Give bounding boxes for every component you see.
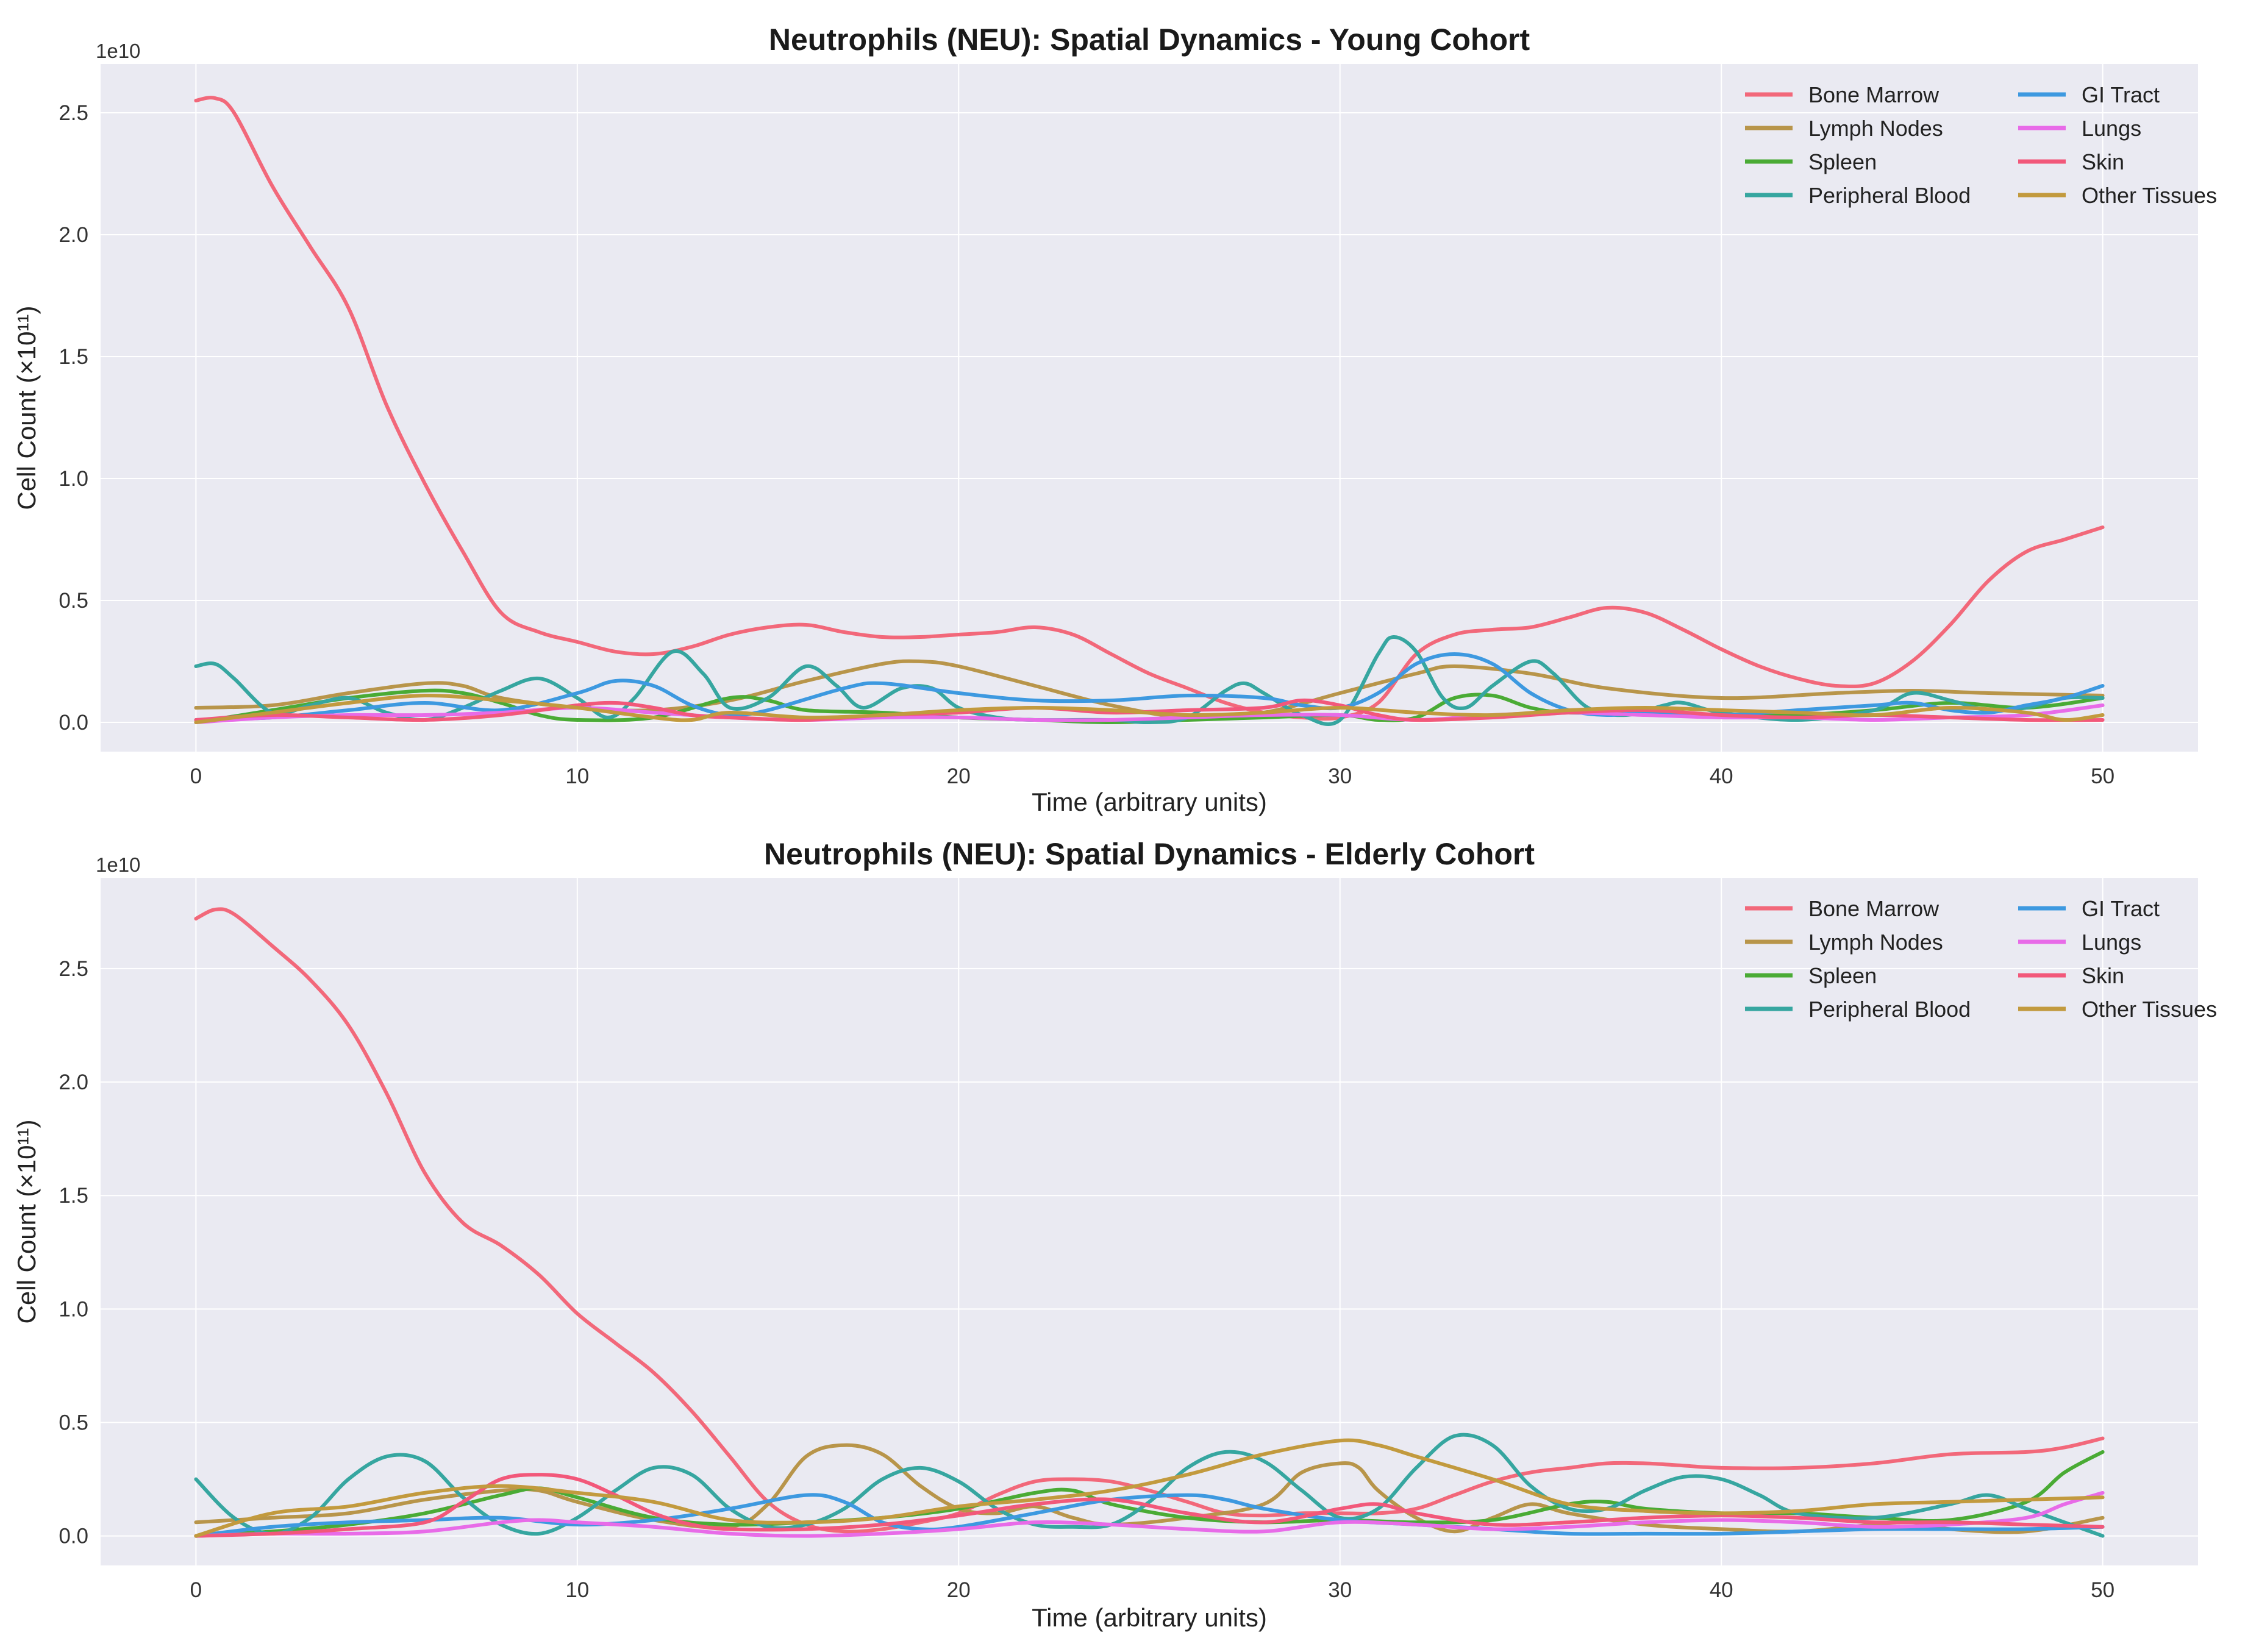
y-tick-label: 1.0 [59, 467, 88, 491]
y-tick-label: 0.0 [59, 1525, 88, 1548]
x-tick-label: 30 [1328, 1578, 1352, 1602]
y-tick-label: 2.5 [59, 957, 88, 981]
legend-label: Bone Marrow [1808, 896, 1940, 921]
legend-label: Bone Marrow [1808, 82, 1940, 107]
legend-label: Other Tissues [2082, 183, 2217, 208]
x-tick-label: 40 [1710, 1578, 1733, 1602]
y-tick-label: 2.0 [59, 223, 88, 247]
y-tick-label: 0.5 [59, 1411, 88, 1434]
elderly-cohort-chart: 0 10 20 30 40 50 0.0 0.5 1.0 1.5 2.0 2.5 1e10 Neutrop… [12, 837, 2217, 1632]
x-tick-label: 50 [2091, 764, 2114, 788]
chart-title: Neutrophils (NEU): Spatial Dynamics - El… [764, 837, 1535, 871]
legend-label: Lungs [2082, 930, 2141, 955]
x-tick-label: 50 [2091, 1578, 2114, 1602]
legend-label: GI Tract [2082, 896, 2160, 921]
x-tick-label: 0 [190, 1578, 202, 1602]
legend-item: Lungs [2018, 116, 2141, 141]
legend-label: Other Tissues [2082, 997, 2217, 1022]
series-group [194, 907, 2105, 1538]
legend-label: Lymph Nodes [1808, 930, 1943, 955]
y-offset-text: 1e10 [96, 40, 140, 62]
legend-item: Skin [2018, 963, 2124, 988]
legend-item: Peripheral Blood [1745, 183, 1971, 208]
x-tick-label: 0 [190, 764, 202, 788]
legend-item: Lymph Nodes [1745, 930, 1943, 955]
y-tick-label: 0.5 [59, 589, 88, 613]
grid [101, 878, 2198, 1565]
legend-item: Spleen [1745, 149, 1877, 174]
y-tick-label: 1.5 [59, 1184, 88, 1208]
series-line-gi-tract [194, 652, 2105, 722]
legend-label: Skin [2082, 963, 2124, 988]
y-axis-label: Cell Count (×10¹¹) [12, 306, 41, 510]
legend-label: Spleen [1808, 963, 1877, 988]
legend-item: Lungs [2018, 930, 2141, 955]
legend-label: Lymph Nodes [1808, 116, 1943, 141]
y-axis-label: Cell Count (×10¹¹) [12, 1120, 41, 1324]
series-line-lymph-nodes [194, 1443, 2105, 1534]
legend-item: Other Tissues [2018, 183, 2217, 208]
y-tick-label: 0.0 [59, 711, 88, 735]
series-line-bone-marrow [194, 907, 2105, 1534]
plot-area [101, 878, 2198, 1565]
legend-item: GI Tract [2018, 82, 2160, 107]
legend-item: Lymph Nodes [1745, 116, 1943, 141]
series-group [194, 96, 2105, 726]
x-tick-label: 10 [565, 1578, 589, 1602]
x-tick-label: 20 [947, 764, 971, 788]
legend-item: Other Tissues [2018, 997, 2217, 1022]
legend-item: Peripheral Blood [1745, 997, 1971, 1022]
x-tick-label: 30 [1328, 764, 1352, 788]
y-tick-label: 2.0 [59, 1070, 88, 1094]
legend-label: Skin [2082, 149, 2124, 174]
x-axis-label: Time (arbitrary units) [1032, 1603, 1267, 1632]
x-tick-label: 10 [565, 764, 589, 788]
series-line-skin [194, 1473, 2105, 1538]
series-line-bone-marrow [194, 96, 2105, 721]
legend: Bone Marrow Lymph Nodes Spleen Peripheral B… [1745, 82, 2217, 208]
x-tick-label: 40 [1710, 764, 1733, 788]
series-line-lungs [194, 1490, 2105, 1538]
legend-item: Bone Marrow [1745, 896, 1940, 921]
series-line-other-tissues [194, 693, 2105, 724]
x-axis-label: Time (arbitrary units) [1032, 788, 1267, 816]
legend-item: Spleen [1745, 963, 1877, 988]
legend-item: Skin [2018, 149, 2124, 174]
y-tick-label: 1.5 [59, 345, 88, 369]
x-tick-label: 20 [947, 1578, 971, 1602]
plot-area [101, 64, 2198, 752]
y-tick-label: 1.0 [59, 1297, 88, 1321]
legend-item: GI Tract [2018, 896, 2160, 921]
legend: Bone Marrow Lymph Nodes Spleen Peripheral B… [1745, 896, 2217, 1022]
series-line-peripheral-blood [194, 635, 2105, 726]
legend-label: Peripheral Blood [1808, 183, 1971, 208]
legend-label: Spleen [1808, 149, 1877, 174]
legend-item: Bone Marrow [1745, 82, 1940, 107]
y-offset-text: 1e10 [96, 853, 140, 876]
y-tick-label: 2.5 [59, 101, 88, 125]
young-cohort-chart: 0 10 20 30 40 50 0.0 0.5 1.0 1.5 2.0 2.5 1e10 Neutrop… [12, 23, 2217, 816]
series-line-other-tissues [194, 1438, 2105, 1538]
legend-label: Peripheral Blood [1808, 997, 1971, 1022]
grid [101, 64, 2198, 752]
chart-title: Neutrophils (NEU): Spatial Dynamics - Yo… [769, 23, 1530, 57]
legend-label: Lungs [2082, 116, 2141, 141]
legend-label: GI Tract [2082, 82, 2160, 107]
